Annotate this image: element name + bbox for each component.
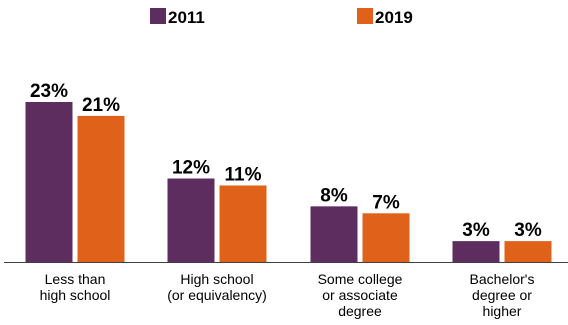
category-labels: Less than high school High school (or equiv… (40, 271, 535, 319)
data-label-2019-1: 11% (225, 164, 262, 185)
data-label-2019-0: 21% (82, 95, 120, 116)
category-label-0: Less than high school (40, 271, 111, 303)
data-label-2011-2: 8% (320, 185, 348, 206)
legend-label-2019: 2019 (375, 8, 413, 27)
data-label-2019-2: 7% (372, 192, 400, 213)
data-label-2011-1: 12% (172, 158, 210, 179)
category-label-3: Bachelor's degree or higher (470, 271, 535, 319)
bar-2011-3 (452, 241, 500, 262)
legend-swatch-2011 (150, 8, 166, 24)
bar-2019-1 (219, 185, 267, 262)
category-label-1: High school (or equivalency) (167, 271, 267, 303)
data-label-2011-3: 3% (462, 220, 490, 241)
bar-2011-0 (25, 102, 73, 262)
legend-label-2011: 2011 (168, 8, 205, 27)
legend: 2011 2019 (150, 8, 413, 27)
data-label-2019-3: 3% (514, 220, 542, 241)
legend-swatch-2019 (357, 8, 373, 24)
bar-2011-1 (167, 178, 215, 262)
bar-2019-2 (362, 213, 410, 262)
bars: 23% 12% 8% 3% 21% 11% 7% 3% (25, 81, 552, 262)
bar-2011-2 (310, 206, 358, 262)
bar-2019-3 (504, 241, 552, 262)
data-label-2011-0: 23% (30, 81, 68, 102)
bar-2019-0 (77, 115, 125, 262)
category-label-2: Some college or associate degree (318, 271, 403, 319)
